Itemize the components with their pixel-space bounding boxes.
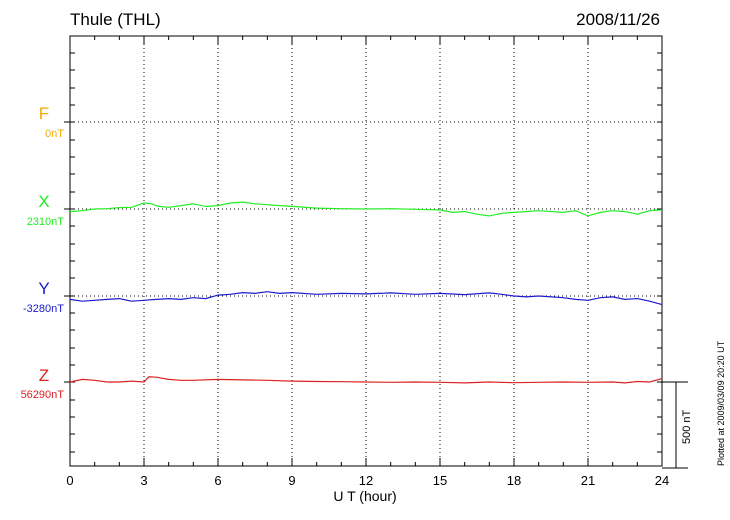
channel-label-f: F [38,104,50,123]
plot-date: 2008/11/26 [576,10,660,29]
channel-label-x: X [38,192,50,211]
channel-label-y: Y [38,279,50,298]
x-tick-label: 9 [288,473,295,488]
series-lines [69,201,663,384]
x-tick-labels: 0 3 6 9 12 15 18 21 24 [66,473,669,488]
x-tick-label: 21 [581,473,595,488]
x-tick-label: 18 [507,473,521,488]
grid [70,36,662,466]
baseline-label-x: 2310nT [26,216,64,228]
scale-bar [662,381,688,469]
baseline-label-y: -3280nT [23,303,64,315]
x-tick-label: 0 [66,473,73,488]
x-tick-label: 15 [433,473,447,488]
series-line-y [69,291,663,306]
series-line-x [69,201,663,217]
x-tick-label: 12 [359,473,373,488]
channel-label-z: Z [38,366,50,385]
x-tick-label: 24 [655,473,669,488]
station-title: Thule (THL) [70,10,161,29]
x-axis-label: U T (hour) [333,488,397,504]
series-line-z [69,376,663,384]
plotted-note: Plotted at 2009/03/09 20:20 UT [716,340,726,466]
x-tick-label: 3 [140,473,147,488]
axis-ticks [69,36,663,466]
baseline-label-f: 0nT [45,128,64,140]
baselines [64,121,70,383]
baseline-label-z: 56290nT [20,389,64,401]
scale-bar-label: 500 nT [681,409,693,444]
x-tick-label: 6 [214,473,221,488]
